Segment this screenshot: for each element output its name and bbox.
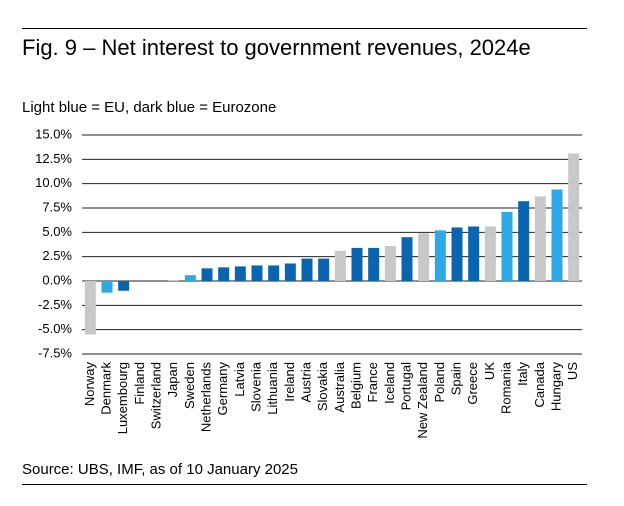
x-tick-label: Japan (165, 362, 180, 397)
x-tick-label: Slovakia (315, 361, 330, 411)
bar (351, 247, 363, 281)
bar (118, 281, 130, 291)
y-tick-label: 0.0% (42, 272, 72, 287)
bar (101, 281, 113, 293)
bar (301, 258, 313, 281)
y-tick-label: 15.0% (35, 126, 72, 141)
bar (268, 265, 280, 281)
bar (534, 196, 546, 281)
x-tick-label: Belgium (348, 362, 363, 409)
chart-subtitle: Light blue = EU, dark blue = Eurozone (22, 99, 277, 116)
bar (401, 237, 413, 281)
bar (384, 245, 396, 281)
bar (568, 153, 580, 281)
bar (551, 189, 563, 281)
y-tick-label: 5.0% (42, 224, 72, 239)
x-tick-label: Sweden (182, 362, 197, 409)
bar (484, 226, 496, 281)
x-tick-label: Spain (448, 362, 463, 395)
x-tick-label: Slovenia (248, 361, 263, 412)
bar (451, 227, 463, 281)
x-tick-label: Hungary (548, 362, 563, 412)
x-tick-label: Lithuania (265, 361, 280, 415)
y-tick-label: 12.5% (35, 151, 72, 166)
x-tick-label: Iceland (382, 362, 397, 404)
bar (168, 280, 180, 281)
bar (334, 250, 346, 281)
x-tick-label: Luxembourg (115, 362, 130, 434)
bar (518, 201, 530, 281)
x-tick-label: Switzerland (148, 362, 163, 429)
y-tick-label: 10.0% (35, 175, 72, 190)
bar (251, 265, 263, 281)
x-tick-label: Denmark (98, 362, 113, 415)
x-tick-label: Canada (532, 361, 547, 407)
x-tick-label: Romania (498, 361, 513, 414)
x-tick-label: Norway (82, 362, 97, 407)
x-tick-label: New Zealand (415, 362, 430, 439)
x-tick-label: US (565, 362, 580, 380)
bar (234, 266, 246, 281)
bar (368, 247, 380, 281)
y-tick-label: 7.5% (42, 199, 72, 214)
bar (418, 233, 430, 281)
x-tick-label: Netherlands (198, 362, 213, 433)
y-tick-label: -7.5% (38, 345, 72, 360)
x-tick-label: Poland (432, 362, 447, 402)
bar (468, 226, 480, 281)
x-tick-label: Austria (298, 361, 313, 402)
x-tick-label: Ireland (282, 362, 297, 402)
bar (318, 258, 330, 281)
bar (84, 281, 96, 335)
x-tick-label: Australia (332, 361, 347, 412)
x-tick-label: Latvia (232, 361, 247, 396)
bar (501, 211, 513, 281)
x-tick-label: Finland (132, 362, 147, 405)
x-tick-label: Greece (465, 362, 480, 405)
x-tick-label: UK (482, 362, 497, 380)
bar (218, 267, 230, 281)
y-tick-label: -2.5% (38, 297, 72, 312)
chart-title: Fig. 9 – Net interest to government reve… (22, 28, 587, 63)
y-tick-label: -5.0% (38, 321, 72, 336)
x-tick-label: Portugal (398, 362, 413, 411)
y-tick-label: 2.5% (42, 248, 72, 263)
source-note: Source: UBS, IMF, as of 10 January 2025 (22, 461, 587, 485)
bar (201, 268, 213, 281)
x-tick-label: Germany (215, 362, 230, 416)
x-tick-label: France (365, 362, 380, 402)
bar (284, 263, 296, 281)
bar (434, 230, 446, 281)
x-tick-label: Italy (515, 362, 530, 386)
bar (184, 275, 196, 281)
